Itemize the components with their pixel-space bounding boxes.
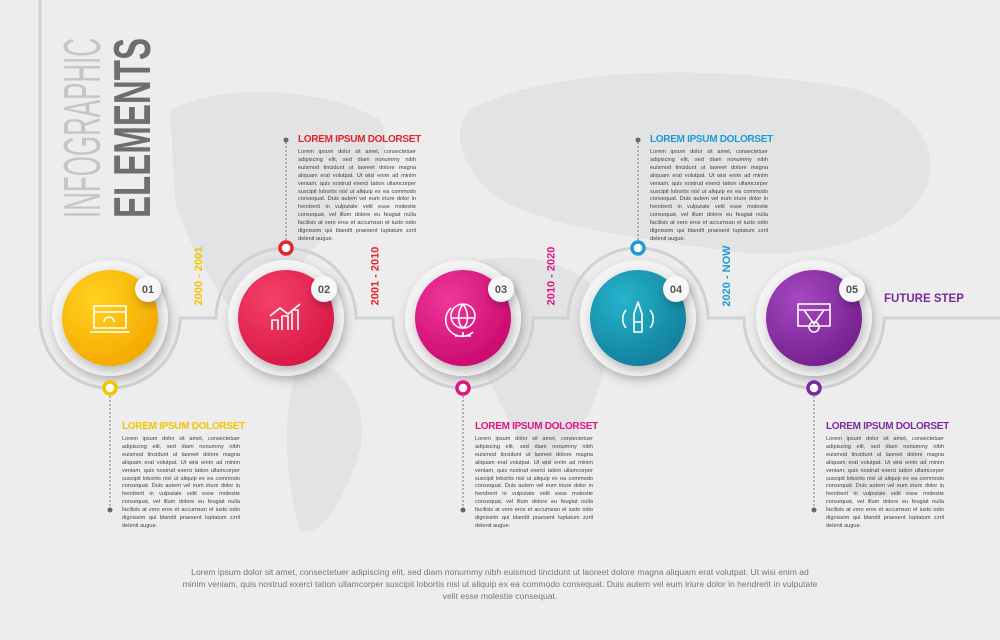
- text-block: LOREM IPSUM DOLORSET Lorem ipsum dolor si…: [122, 421, 245, 531]
- timeline-dot: [278, 240, 294, 256]
- period-label: FUTURE STEP: [884, 293, 964, 305]
- step-circle: [590, 270, 686, 366]
- step-icon: [269, 303, 301, 330]
- step-icon: [797, 303, 831, 333]
- number-badge: [488, 276, 514, 302]
- text-block: LOREM IPSUM DOLORSET Lorem ipsum dolor si…: [650, 134, 773, 244]
- timeline-dot: [102, 380, 118, 396]
- number-badge: [311, 276, 337, 302]
- title-line1: INFOGRAPHIC: [54, 38, 112, 218]
- timeline-dot: [806, 380, 822, 396]
- step: 03: [405, 260, 521, 513]
- step-number: 05: [846, 284, 858, 296]
- step-circle: [62, 270, 158, 366]
- period-label: 2020 - NOW: [721, 245, 733, 307]
- step-heading: LOREM IPSUM DOLORSET: [122, 421, 245, 432]
- step-number: 01: [142, 284, 154, 296]
- text-block: LOREM IPSUM DOLORSET Lorem ipsum dolor si…: [475, 421, 598, 531]
- step: 04: [580, 137, 696, 376]
- step-heading: LOREM IPSUM DOLORSET: [650, 134, 773, 145]
- step-number: 04: [670, 284, 683, 296]
- timeline-dot: [455, 380, 471, 396]
- period-label: 2010 - 2020: [546, 247, 558, 306]
- connector-end: [811, 507, 817, 513]
- step-icon: [444, 303, 476, 338]
- number-badge: [839, 276, 865, 302]
- number-badge: [135, 276, 161, 302]
- step-heading: LOREM IPSUM DOLORSET: [298, 134, 421, 145]
- timeline-dot: [630, 240, 646, 256]
- period-label: 2000 - 2001: [193, 247, 205, 306]
- step: 01: [52, 260, 168, 513]
- footer-text: Lorem ipsum dolor sit amet, consectetuer…: [182, 567, 818, 601]
- connector-end: [635, 137, 641, 143]
- step-icon: [621, 301, 655, 333]
- step-circle: [766, 270, 862, 366]
- step-number: 03: [495, 284, 507, 296]
- step-icon: [90, 305, 130, 333]
- step-text: Lorem ipsum dolor sit amet, consectetuer…: [826, 436, 944, 529]
- step-text: Lorem ipsum dolor sit amet, consectetuer…: [475, 436, 593, 529]
- title-line2: ELEMENTS: [104, 38, 162, 218]
- connector-end: [283, 137, 289, 143]
- step-heading: LOREM IPSUM DOLORSET: [826, 421, 949, 432]
- step-circle: [238, 270, 334, 366]
- title-group: INFOGRAPHIC ELEMENTS: [54, 38, 162, 218]
- connector-end: [460, 507, 466, 513]
- step-text: Lorem ipsum dolor sit amet, consectetuer…: [298, 149, 416, 242]
- period-label: 2001 - 2010: [370, 247, 382, 306]
- step-text: Lorem ipsum dolor sit amet, consectetuer…: [122, 436, 240, 529]
- step: 02: [228, 137, 344, 376]
- connector-end: [107, 507, 113, 513]
- number-badge: [663, 276, 689, 302]
- text-block: LOREM IPSUM DOLORSET Lorem ipsum dolor si…: [298, 134, 421, 244]
- text-block: LOREM IPSUM DOLORSET Lorem ipsum dolor si…: [826, 421, 949, 531]
- step-text: Lorem ipsum dolor sit amet, consectetuer…: [650, 149, 768, 242]
- step: 05: [756, 260, 872, 513]
- step-number: 02: [318, 284, 330, 296]
- step-heading: LOREM IPSUM DOLORSET: [475, 421, 598, 432]
